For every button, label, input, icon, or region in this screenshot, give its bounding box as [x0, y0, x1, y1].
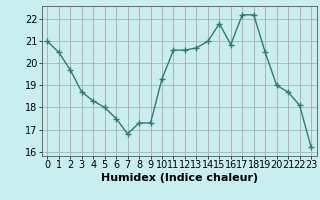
X-axis label: Humidex (Indice chaleur): Humidex (Indice chaleur)	[100, 173, 258, 183]
